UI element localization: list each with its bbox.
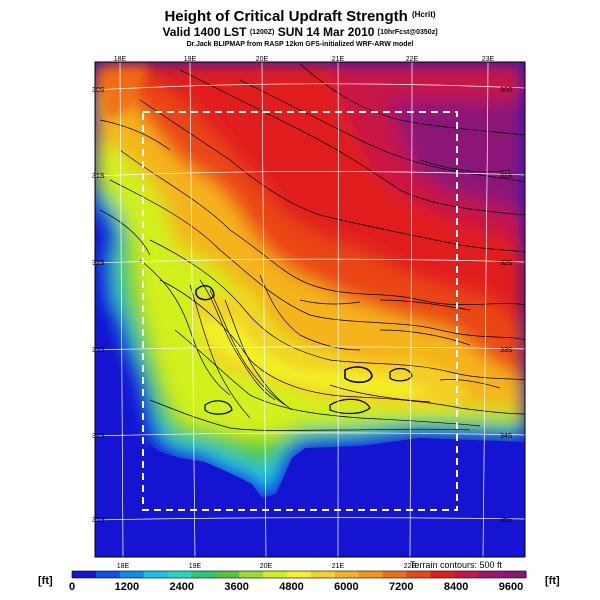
lon-label-bottom: 20E: [260, 563, 273, 570]
colorbar-swatch: [119, 571, 145, 578]
colorbar-swatch: [502, 571, 527, 578]
colorbar-swatch: [478, 571, 503, 578]
lat-label-left: 32S: [92, 260, 105, 267]
lat-label-right: 34S: [500, 433, 513, 440]
terrain-note: Terrain contours: 500 ft: [410, 560, 503, 570]
lon-label-top: 19E: [184, 56, 197, 63]
lon-label-bottom: 22E: [404, 563, 417, 570]
colorbar-tick-label: 1200: [115, 581, 139, 593]
colorbar-swatch: [167, 571, 192, 578]
plot-frame: [94, 61, 526, 558]
lat-labels-left: 30S 31S 32S 33S 34S 35S: [92, 87, 105, 524]
valid-time-line: Valid 1400 LST (1200Z) SUN 14 Mar 2010 […: [0, 25, 600, 39]
colorbar-swatch: [430, 571, 455, 578]
colorbar-swatch: [334, 571, 360, 578]
forecast-info: [10hrFcst@0350z]: [377, 29, 438, 36]
colorbar-swatch: [263, 571, 288, 578]
colorbar: [71, 570, 527, 579]
colorbar-tick-label: 3600: [224, 581, 248, 593]
colorbar-unit-right: [ft]: [545, 575, 560, 587]
lon-label-bottom: 18E: [117, 563, 130, 570]
map-title-unit: (Hcrit): [411, 10, 436, 19]
lon-label-top: 18E: [114, 56, 127, 63]
colorbar-swatch: [454, 571, 479, 578]
valid-utc: (1200Z): [249, 29, 275, 36]
colorbar-tick-label: 8400: [444, 581, 468, 593]
lon-label-top: 22E: [406, 56, 419, 63]
colorbar-frame: [71, 570, 527, 579]
lat-label-left: 35S: [92, 517, 105, 524]
south-ocean: [95, 438, 525, 557]
lon-label-bottom: 21E: [332, 563, 345, 570]
colorbar-swatch: [72, 571, 97, 578]
lon-labels-top: 18E 19E 20E 21E 22E 23E: [114, 56, 495, 63]
colorbar-swatch: [95, 571, 121, 578]
valid-time: Valid 1400 LST: [162, 25, 247, 39]
lat-label-right: 33S: [500, 347, 513, 354]
lat-labels-right: 30S 31S 32S 33S 34S 35S: [500, 87, 513, 524]
colorbar-swatch: [143, 571, 169, 578]
colorbar-ticks: 0 1200 2400 3600 4800 6000 7200 8400 9600: [69, 581, 523, 593]
lat-label-right: 30S: [500, 87, 513, 94]
inner-domain-box: [142, 111, 458, 511]
colorbar-unit-left: [ft]: [38, 575, 53, 587]
lat-label-left: 34S: [92, 433, 105, 440]
colorbar-swatch: [191, 571, 216, 578]
colorbar-swatch: [215, 571, 240, 578]
colorbar-tick-label: 7200: [389, 581, 413, 593]
lat-label-left: 30S: [92, 87, 105, 94]
colorbar-swatch: [382, 571, 408, 578]
lon-label-top: 21E: [332, 56, 345, 63]
color-field: [95, 62, 525, 557]
colorbar-swatch: [239, 571, 264, 578]
lat-label-right: 35S: [500, 517, 513, 524]
colorbar-tick-label: 9600: [499, 581, 523, 593]
lon-label-top: 23E: [482, 56, 495, 63]
terrain-contours: [99, 63, 525, 431]
lon-label-top: 20E: [256, 56, 269, 63]
lon-label-bottom: 19E: [189, 563, 202, 570]
lat-label-right: 32S: [500, 260, 513, 267]
colorbar-tick-label: 2400: [170, 581, 194, 593]
lat-label-right: 31S: [500, 173, 513, 180]
lon-labels-bottom: 18E 19E 20E 21E 22E: [117, 563, 417, 570]
colorbar-tick-label: 4800: [279, 581, 303, 593]
lat-label-left: 33S: [92, 347, 105, 354]
colorbar-swatch: [310, 571, 336, 578]
colorbar-swatch: [287, 571, 312, 578]
colorbar-tick-label: 0: [69, 581, 75, 593]
lat-label-left: 31S: [92, 173, 105, 180]
map-title: Height of Critical Updraft Strength (Hcr…: [0, 8, 600, 25]
lat-lon-grid: [95, 62, 525, 557]
colorbar-swatch: [406, 571, 431, 578]
map-title-text: Height of Critical Updraft Strength: [164, 8, 408, 25]
valid-date: SUN 14 Mar 2010: [277, 25, 375, 39]
model-credit: Dr.Jack BLIPMAP from RASP 12km GFS-initi…: [186, 41, 414, 48]
colorbar-swatch: [358, 571, 384, 578]
colorbar-tick-label: 6000: [334, 581, 358, 593]
